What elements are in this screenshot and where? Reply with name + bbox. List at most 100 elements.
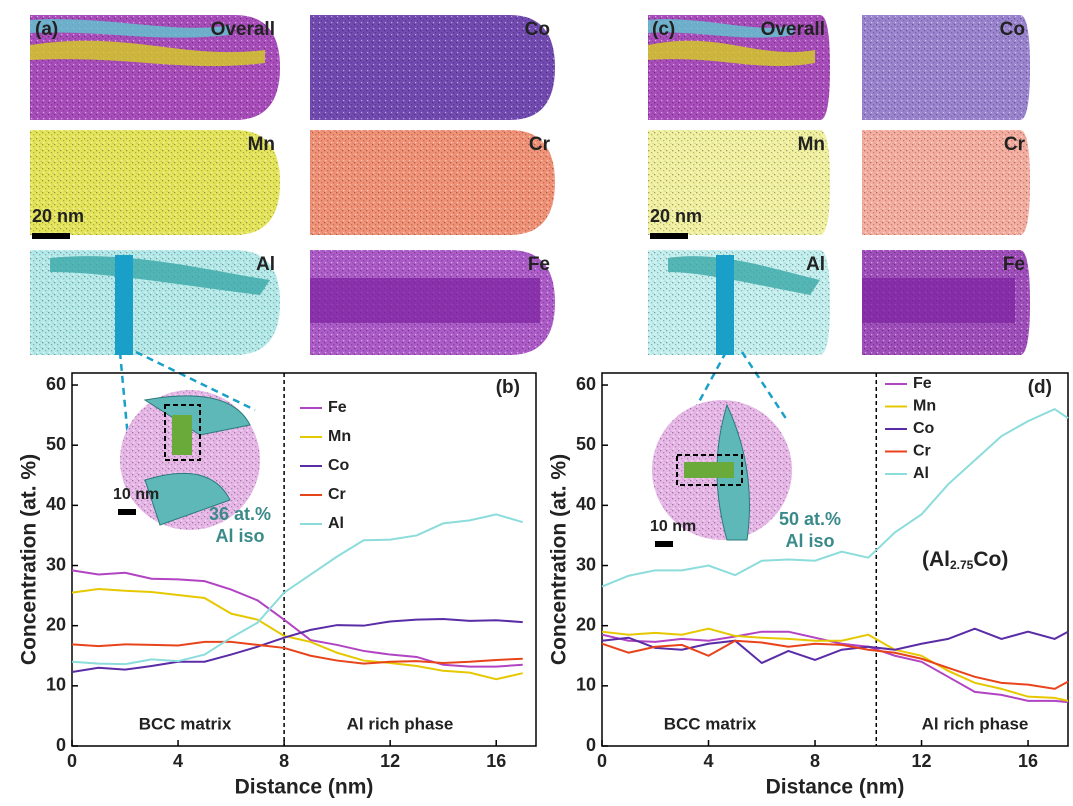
legend-label: Co [913, 420, 935, 437]
inset-scale-bar [118, 509, 136, 515]
legend-label: Fe [328, 399, 347, 416]
x-tick-label: 8 [279, 751, 289, 771]
panel-label: (c) [652, 19, 675, 40]
x-axis-label: Distance (nm) [235, 776, 374, 799]
legend-label: Al [328, 515, 344, 532]
profile-cylinder [716, 255, 734, 355]
plot-frame [601, 372, 1069, 747]
scale-label: 20 nm [32, 206, 84, 226]
legend-label: Cr [913, 443, 931, 460]
region-label: Al rich phase [922, 714, 1029, 733]
series-line [71, 513, 524, 666]
y-tick-label: 50 [576, 434, 596, 454]
iso-surface [668, 256, 820, 295]
plot-frame [71, 372, 537, 747]
series-line [601, 627, 1069, 702]
legend-label: Fe [913, 375, 932, 392]
apt-map-texture [862, 15, 1030, 120]
y-tick-label: 30 [46, 554, 66, 574]
panel-label: (b) [496, 377, 520, 398]
y-tick-label: 60 [46, 374, 66, 394]
y-tick-label: 50 [46, 434, 66, 454]
y-tick-label: 30 [576, 554, 596, 574]
inset-connector [740, 351, 789, 421]
map-label: Co [525, 19, 550, 40]
y-tick-label: 20 [46, 614, 66, 634]
map-label: Cr [529, 134, 551, 155]
legend-label: Co [328, 457, 350, 474]
region-label: Al rich phase [347, 714, 454, 733]
scale-label: 20 nm [650, 206, 702, 226]
series-line [71, 569, 523, 668]
inset-scale-label: 10 nm [113, 486, 159, 503]
inset-scale-bar [655, 541, 673, 547]
iso-label: 50 at.% [779, 509, 841, 529]
series-line [601, 407, 1069, 588]
region-label: BCC matrix [139, 714, 232, 733]
phase-band [648, 40, 815, 67]
map-label: Al [256, 254, 275, 275]
region-label: BCC matrix [664, 714, 757, 733]
apt-map-texture [30, 130, 280, 235]
series-line [601, 630, 1069, 704]
series-line [71, 618, 523, 673]
x-tick-label: 8 [810, 751, 820, 771]
inset-roi [164, 404, 201, 461]
x-tick-label: 16 [1018, 751, 1038, 771]
x-tick-label: 0 [67, 751, 77, 771]
scale-bar [650, 233, 688, 239]
map-label: Fe [1003, 254, 1025, 275]
y-tick-label: 60 [576, 374, 596, 394]
iso-label: 36 at.% [209, 504, 271, 524]
profile-cylinder [115, 255, 133, 355]
map-label: Al [806, 254, 825, 275]
x-tick-label: 0 [597, 751, 607, 771]
series-line [601, 639, 1069, 690]
legend-label: Al [913, 465, 929, 482]
y-tick-label: 0 [56, 735, 66, 755]
x-tick-label: 16 [486, 751, 506, 771]
y-axis-label: Concentration (at. %) [18, 454, 41, 665]
legend-label: Mn [913, 398, 936, 415]
apt-map-texture [310, 130, 555, 235]
iso-label: Al iso [215, 526, 264, 546]
y-tick-label: 10 [576, 675, 596, 695]
y-tick-label: 20 [576, 614, 596, 634]
fe-band [310, 278, 540, 323]
legend-label: Cr [328, 486, 346, 503]
series-line [601, 627, 1069, 665]
apt-map-texture [862, 130, 1030, 235]
inset-connector [135, 350, 256, 412]
map-label: Mn [248, 134, 275, 155]
x-tick-label: 12 [912, 751, 932, 771]
inset-roi [676, 454, 743, 486]
map-label: Co [1000, 19, 1025, 40]
map-label: Fe [528, 254, 550, 275]
apt-map-texture [648, 130, 830, 235]
y-tick-label: 40 [46, 494, 66, 514]
map-label: Mn [798, 134, 825, 155]
series-line [71, 640, 523, 665]
fe-band [862, 278, 1015, 323]
iso-surface [50, 256, 270, 295]
map-label: Cr [1004, 134, 1026, 155]
x-axis-label: Distance (nm) [766, 776, 905, 799]
iso-label: Al iso [785, 531, 834, 551]
inset-cylinder [684, 462, 734, 478]
x-tick-label: 4 [173, 751, 183, 771]
scale-bar [32, 233, 70, 239]
panel-label: (a) [35, 19, 58, 40]
phase-band [648, 19, 794, 38]
phase-band [30, 19, 230, 38]
inset-scale-label: 10 nm [650, 518, 696, 535]
phase-band [30, 40, 265, 67]
y-axis-label: Concentration (at. %) [548, 454, 571, 665]
y-tick-label: 0 [586, 735, 596, 755]
inset-iso [143, 395, 251, 526]
x-tick-label: 12 [380, 751, 400, 771]
series-line [71, 587, 523, 681]
inset-cylinder [172, 415, 192, 455]
phase-label-part: (Al [922, 548, 950, 571]
panel-label: (d) [1028, 377, 1052, 398]
